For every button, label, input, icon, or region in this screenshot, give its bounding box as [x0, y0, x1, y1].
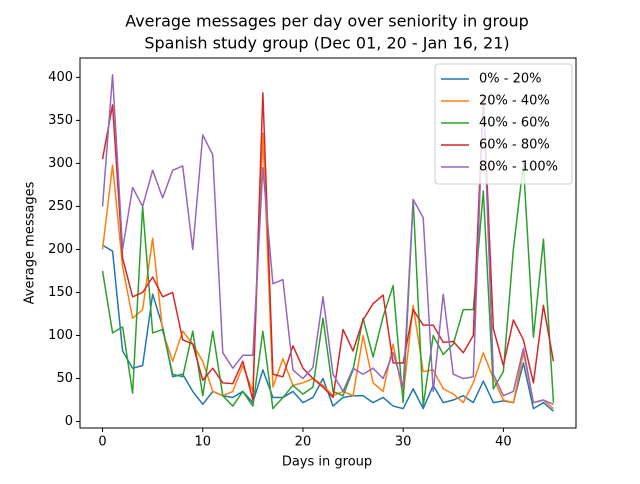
y-tick-label: 250	[48, 199, 73, 214]
chart-subtitle: Spanish study group (Dec 01, 20 - Jan 16…	[144, 34, 509, 53]
x-axis-label: Days in group	[282, 455, 372, 470]
y-tick-label: 150	[48, 285, 73, 300]
y-tick-label: 350	[48, 113, 73, 128]
series-line	[101, 132, 554, 410]
legend-label: 80% - 100%	[479, 160, 558, 175]
legend-box	[434, 63, 573, 185]
legend-label: 40% - 60%	[479, 116, 550, 131]
legend-label: 20% - 40%	[479, 94, 550, 109]
y-tick-label: 200	[48, 242, 73, 257]
legend-label: 0% - 20%	[479, 72, 541, 87]
legend-label: 60% - 80%	[479, 138, 550, 153]
x-tick-label: 40	[495, 435, 512, 450]
series-line	[101, 92, 555, 401]
x-tick-label: 10	[194, 435, 211, 450]
x-tick-label: 0	[98, 435, 106, 450]
y-tick-label: 50	[56, 371, 73, 386]
series-line	[101, 162, 555, 410]
y-axis-label: Average messages	[23, 181, 38, 304]
y-tick-label: 400	[48, 70, 73, 85]
x-tick-label: 30	[395, 435, 412, 450]
series-line	[101, 74, 554, 406]
plot-frame	[79, 57, 577, 429]
y-tick-label: 0	[65, 414, 73, 429]
series-line	[102, 244, 554, 412]
x-tick-label: 20	[295, 435, 312, 450]
y-tick-label: 300	[48, 156, 73, 171]
y-tick-label: 100	[48, 328, 73, 343]
chart-title: Average messages per day over seniority …	[125, 12, 529, 31]
